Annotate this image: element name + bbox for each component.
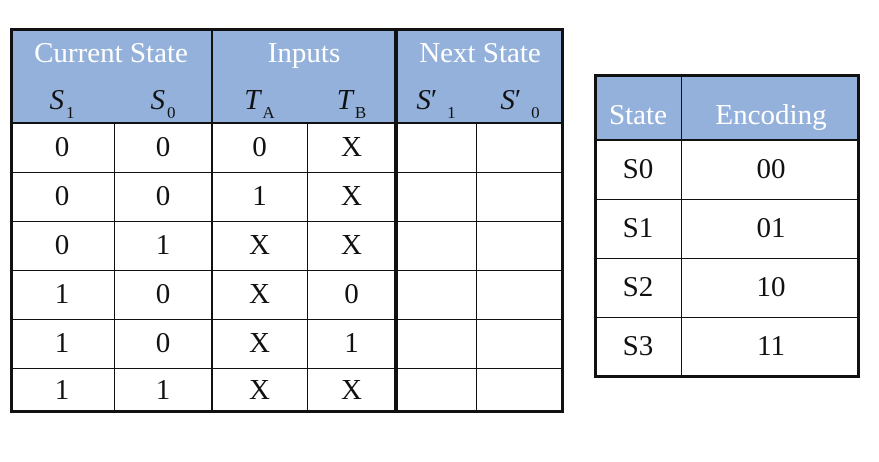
- table-cell: 1: [344, 327, 359, 359]
- table-border: [10, 28, 564, 31]
- table-cell: [476, 172, 564, 221]
- table-cell: [476, 270, 564, 319]
- encoding-state-cell: S3: [622, 330, 654, 362]
- table-cell: 0: [155, 131, 171, 163]
- table-cell: 0: [155, 180, 171, 212]
- table-cell: [476, 123, 564, 172]
- encoding-value-cell: 10: [756, 271, 786, 303]
- row-divider: [10, 172, 564, 173]
- row-divider: [10, 368, 564, 369]
- encoding-header-background: [594, 74, 860, 140]
- encoding-header-divider: [594, 139, 860, 141]
- table-cell: [396, 123, 476, 172]
- encoding-value-cell: 11: [757, 330, 785, 362]
- row-divider: [10, 221, 564, 222]
- table-cell: 0: [252, 131, 267, 163]
- table-cell: 1: [155, 374, 171, 406]
- table-cell: 0: [155, 278, 171, 310]
- header-divider: [10, 122, 564, 124]
- table-cell: X: [341, 180, 362, 212]
- table-cell: 1: [54, 374, 70, 406]
- variable-header: S′ 1: [416, 84, 456, 122]
- table-cell: 0: [54, 229, 70, 261]
- encoding-border: [594, 74, 860, 77]
- table-cell: X: [249, 374, 270, 406]
- table-cell: [476, 368, 564, 413]
- encoding-border: [594, 74, 597, 378]
- encoding-state-cell: S0: [622, 153, 654, 185]
- table-cell: [396, 172, 476, 221]
- encoding-row-divider: [594, 317, 860, 318]
- group-divider: [211, 28, 213, 413]
- table-cell: 1: [54, 327, 70, 359]
- encoding-value-cell: 01: [756, 212, 786, 244]
- table-cell: [396, 368, 476, 413]
- encoding-border: [594, 375, 860, 378]
- table-cell: 0: [344, 278, 359, 310]
- table-border: [561, 28, 564, 413]
- encoding-column-divider: [681, 74, 682, 378]
- table-cell: [396, 270, 476, 319]
- table-cell: X: [249, 278, 270, 310]
- table-cell: X: [341, 374, 362, 406]
- group-header-inputs: Inputs: [267, 37, 341, 69]
- table-cell: [396, 319, 476, 368]
- table-border: [10, 28, 13, 413]
- column-divider: [476, 123, 477, 413]
- table-cell: [476, 221, 564, 270]
- encoding-row-divider: [594, 258, 860, 259]
- encoding-state-cell: S1: [622, 212, 654, 244]
- table-cell: X: [341, 131, 362, 163]
- group-divider: [394, 28, 398, 413]
- table-cell: 0: [54, 180, 70, 212]
- table-cell: 0: [54, 131, 70, 163]
- state-encoding-table: State Encoding S0 00 S1 01 S2 10 S3 11: [594, 74, 860, 378]
- column-divider: [307, 123, 308, 413]
- table-cell: 0: [155, 327, 171, 359]
- table-cell: [396, 221, 476, 270]
- table-cell: 1: [252, 180, 267, 212]
- table-border: [10, 410, 564, 413]
- encoding-header-state: State: [609, 99, 667, 131]
- table-cell: 1: [54, 278, 70, 310]
- table-cell: X: [249, 327, 270, 359]
- column-divider: [114, 123, 115, 413]
- table-cell: [476, 319, 564, 368]
- row-divider: [10, 319, 564, 320]
- encoding-row-divider: [594, 199, 860, 200]
- group-header-next-state: Next State: [419, 37, 541, 69]
- table-cell: 1: [155, 229, 171, 261]
- row-divider: [10, 270, 564, 271]
- encoding-state-cell: S2: [622, 271, 654, 303]
- encoding-header-encoding: Encoding: [715, 99, 827, 131]
- encoding-value-cell: 00: [756, 153, 786, 185]
- table-cell: X: [341, 229, 362, 261]
- encoding-border: [857, 74, 860, 378]
- group-header-current-state: Current State: [34, 37, 188, 69]
- table-cell: X: [249, 229, 270, 261]
- variable-header: S′ 0: [500, 84, 540, 122]
- header-background: [10, 28, 564, 123]
